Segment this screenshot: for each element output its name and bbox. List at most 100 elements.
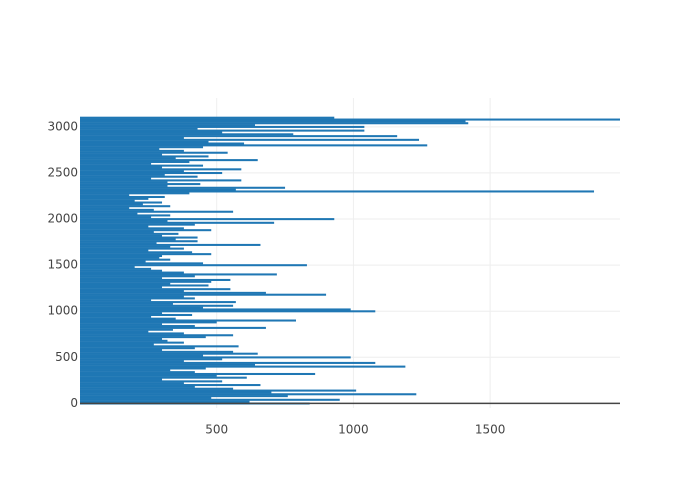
bar	[80, 194, 130, 197]
bar	[80, 232, 179, 235]
bar	[80, 343, 154, 346]
bar	[80, 291, 266, 294]
bar	[80, 164, 204, 167]
bar	[80, 310, 376, 313]
bar	[80, 264, 307, 267]
bar	[80, 271, 184, 274]
bar	[80, 122, 469, 125]
bar	[80, 210, 234, 213]
bar	[80, 376, 247, 379]
bar	[80, 203, 143, 206]
bar	[80, 306, 204, 309]
bar	[80, 151, 228, 154]
bar	[80, 258, 171, 261]
bar	[80, 216, 152, 219]
bar	[80, 301, 236, 304]
bar	[80, 162, 152, 165]
bar	[80, 319, 296, 322]
bar	[80, 269, 163, 272]
bar	[80, 321, 217, 324]
bar	[80, 275, 195, 278]
bar	[80, 297, 195, 300]
bar	[80, 127, 198, 130]
bar	[80, 395, 288, 398]
bar	[80, 247, 184, 250]
bar	[80, 284, 209, 287]
y-tick-label: 0	[70, 396, 78, 410]
bar	[80, 253, 212, 256]
bar	[80, 267, 152, 270]
bar	[80, 334, 234, 337]
bar	[80, 240, 198, 243]
bar	[80, 256, 160, 259]
bar	[80, 221, 275, 224]
bar	[80, 181, 168, 184]
bar	[80, 135, 398, 138]
bar	[80, 231, 154, 234]
bar	[80, 262, 204, 265]
bar	[80, 280, 212, 283]
bar	[80, 349, 163, 352]
y-tick-label: 500	[55, 350, 78, 364]
bar	[80, 129, 365, 132]
bar	[80, 260, 146, 263]
bar	[80, 273, 277, 276]
bar	[80, 382, 184, 385]
bar	[80, 380, 223, 383]
bar	[80, 328, 173, 331]
bar	[80, 120, 466, 123]
bar	[80, 378, 163, 381]
bar	[80, 356, 351, 359]
bar	[80, 197, 149, 200]
bar	[80, 242, 157, 245]
bar	[80, 172, 223, 175]
bar	[80, 360, 184, 363]
bar	[80, 160, 190, 163]
bar	[80, 166, 163, 169]
bar	[80, 389, 357, 392]
bar	[80, 236, 198, 239]
bar	[80, 116, 335, 119]
bar	[80, 153, 163, 156]
bar	[80, 225, 149, 228]
bar	[80, 341, 184, 344]
bar	[80, 175, 198, 178]
bar	[80, 188, 236, 191]
bar	[80, 337, 163, 340]
bar	[80, 155, 209, 158]
bar	[80, 278, 231, 281]
bar	[80, 354, 204, 357]
x-tick-label: 1000	[338, 423, 369, 437]
bar	[80, 254, 163, 258]
bar	[80, 308, 351, 311]
bar	[80, 371, 195, 374]
bar	[80, 184, 168, 187]
bar	[80, 138, 420, 141]
bar	[80, 363, 255, 366]
bar	[80, 312, 163, 315]
bar	[80, 365, 406, 368]
bar	[80, 336, 206, 339]
bar	[80, 295, 184, 298]
bar	[80, 347, 195, 350]
bar	[80, 391, 272, 394]
bar	[80, 315, 152, 318]
x-tick-label: 1500	[475, 423, 506, 437]
bar	[80, 146, 204, 149]
bar	[80, 326, 266, 329]
bar	[80, 330, 149, 333]
bar	[80, 367, 206, 370]
bar	[80, 277, 163, 280]
bar	[80, 293, 327, 296]
bar	[80, 350, 234, 353]
bar	[80, 369, 171, 372]
bar	[80, 219, 168, 222]
bar	[80, 208, 154, 211]
bar	[80, 384, 261, 387]
bar	[80, 223, 195, 226]
bar	[80, 374, 217, 377]
y-tick-label: 1000	[47, 304, 78, 318]
bar	[80, 207, 130, 210]
bar	[80, 396, 212, 399]
